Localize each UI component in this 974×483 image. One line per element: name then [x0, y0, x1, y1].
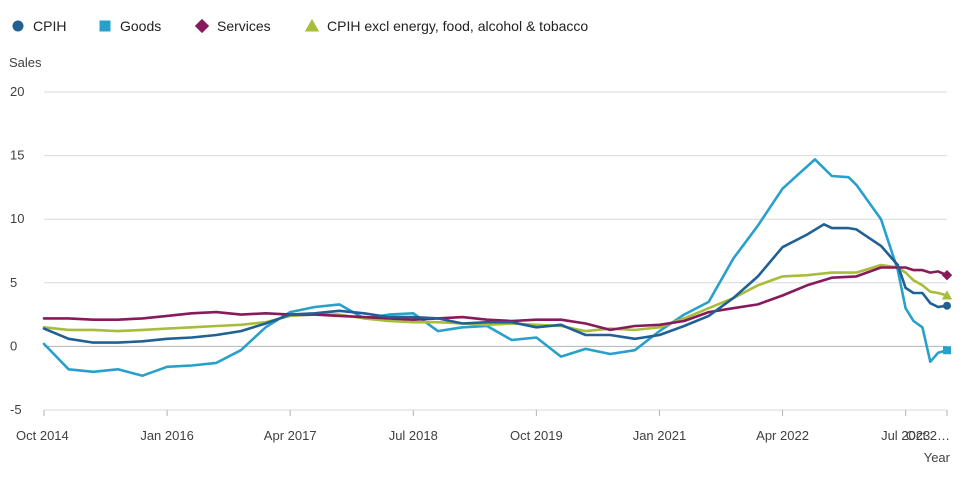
legend-item[interactable]: Goods — [99, 18, 162, 34]
x-tick-label: Jul 2018 — [389, 428, 438, 443]
circle-marker-icon — [12, 20, 24, 32]
y-tick-label: -5 — [10, 402, 22, 417]
diamond-marker-icon — [194, 18, 210, 34]
y-tick-label: 15 — [10, 148, 24, 163]
series-line-services[interactable] — [42, 266, 949, 332]
triangle-marker-icon — [304, 18, 320, 32]
x-axis-label: Year — [924, 450, 951, 465]
y-axis-ticks: -5 0 5 10 15 20 — [10, 84, 24, 417]
y-tick-label: 5 — [10, 275, 17, 290]
series-line-cpih[interactable] — [42, 223, 949, 344]
series-end-marker — [943, 346, 951, 355]
series-end-marker — [941, 290, 953, 300]
x-tick-label: Jan 2021 — [633, 428, 687, 443]
series-group — [42, 158, 953, 377]
legend-label: Services — [217, 18, 271, 34]
square-marker-icon — [99, 20, 111, 32]
x-tick-label: Apr 2017 — [264, 428, 317, 443]
series-end-marker — [941, 269, 953, 281]
y-tick-label: 10 — [10, 211, 24, 226]
x-tick-label: Jan 2016 — [140, 428, 194, 443]
legend: CPIH Goods Services CPIH excl energy, food,… — [12, 18, 589, 34]
series-line-goods[interactable] — [42, 158, 949, 377]
legend-label: Goods — [120, 18, 161, 34]
x-tick-label: Jul 2023 — [881, 428, 930, 443]
x-tick-label: Oct 2014 — [16, 428, 69, 443]
x-tick-label: Oct 2… — [906, 428, 950, 443]
y-tick-label: 0 — [10, 338, 17, 353]
series-end-marker — [943, 301, 951, 310]
x-tick-label: Apr 2022 — [756, 428, 809, 443]
legend-label: CPIH — [33, 18, 66, 34]
y-tick-label: 20 — [10, 84, 24, 99]
legend-item[interactable]: CPIH — [12, 18, 67, 34]
legend-item[interactable]: CPIH excl energy, food, alcohol & tobacc… — [304, 18, 589, 34]
x-tick-label: Oct 2019 — [510, 428, 563, 443]
y-axis-label: Sales — [9, 55, 42, 70]
legend-label: CPIH excl energy, food, alcohol & tobacc… — [327, 18, 588, 34]
grid-lines — [44, 91, 947, 411]
x-axis-ticks: Oct 2014 Jan 2016 Apr 2017 Jul 2018 Oct 2019… — [16, 410, 950, 443]
legend-item[interactable]: Services — [194, 18, 271, 34]
